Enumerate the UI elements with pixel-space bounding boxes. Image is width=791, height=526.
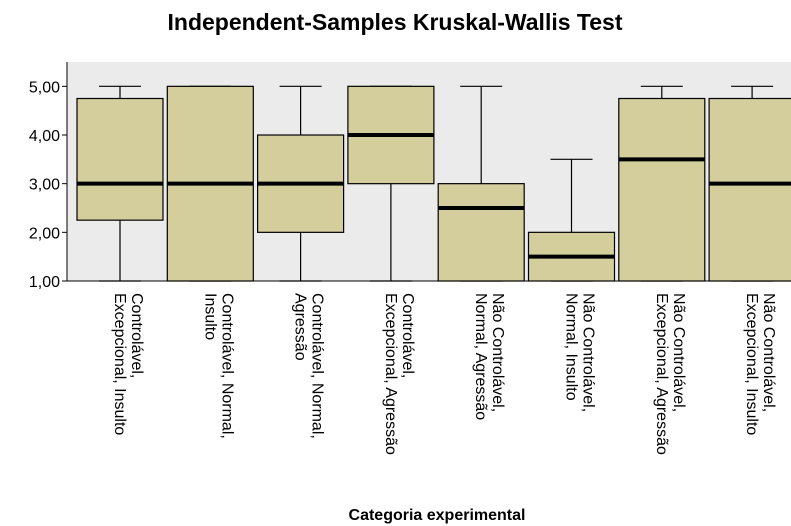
box — [708, 85, 791, 282]
x-tick-label: Não Controlável,Normal, Agressão — [472, 293, 506, 420]
y-tick-label: 1,00 — [29, 274, 60, 291]
y-tick-label: 5,00 — [29, 79, 60, 96]
box-body — [437, 183, 525, 282]
x-tick-label-line: Controlável, — [128, 293, 145, 378]
x-tick-label-line: Não Controlável, — [489, 293, 506, 412]
box — [618, 85, 706, 282]
box — [257, 85, 345, 282]
box — [166, 85, 254, 282]
x-tick-label-line: Agressão — [292, 293, 309, 361]
x-tick-label-line: Insulto — [201, 293, 218, 340]
x-tick-label: Controlável, Normal,Agressão — [292, 293, 326, 439]
x-tick-label-line: Não Controlável, — [580, 293, 597, 412]
x-tick-label-line: Controlável, — [399, 293, 416, 378]
x-tick-label: Controlável,Excepcional, Insulto — [111, 293, 145, 435]
x-axis-label: Categoria experimental — [349, 507, 526, 524]
x-tick-label-line: Não Controlável, — [670, 293, 687, 412]
chart-title: Independent-Samples Kruskal-Wallis Test — [168, 9, 623, 35]
x-tick-label-line: Controlável, Normal, — [218, 293, 235, 439]
x-tick-label-line: Normal, Insulto — [563, 293, 580, 401]
y-tick-label: 4,00 — [29, 128, 60, 145]
x-tick-label-line: Controlável, Normal, — [309, 293, 326, 439]
x-tick-label-line: Excepcional, Agressão — [382, 293, 399, 455]
x-tick-label: Controlável, Normal,Insulto — [201, 293, 235, 439]
box — [347, 85, 435, 282]
x-tick-label-line: Excepcional, Agressão — [653, 293, 670, 455]
box — [527, 158, 616, 282]
box-body — [708, 97, 791, 282]
box-body — [618, 97, 706, 282]
x-tick-label-line: Normal, Agressão — [472, 293, 489, 420]
x-tick-label: Não Controlável,Normal, Insulto — [563, 293, 597, 412]
x-tick-label-line: Excepcional, Insulto — [743, 293, 760, 435]
x-tick-label-line: Excepcional, Insulto — [111, 293, 128, 435]
x-tick-label: Controlável,Excepcional, Agressão — [382, 293, 416, 455]
y-tick-label: 2,00 — [29, 225, 60, 242]
box — [437, 85, 525, 282]
x-tick-label: Não Controlável,Excepcional, Agressão — [653, 293, 687, 455]
box-body — [76, 97, 164, 221]
x-tick-label: Não Controlável,Excepcional, Insulto — [743, 293, 777, 435]
x-tick-label-line: Não Controlável, — [760, 293, 777, 412]
y-tick-label: 3,00 — [29, 177, 60, 194]
